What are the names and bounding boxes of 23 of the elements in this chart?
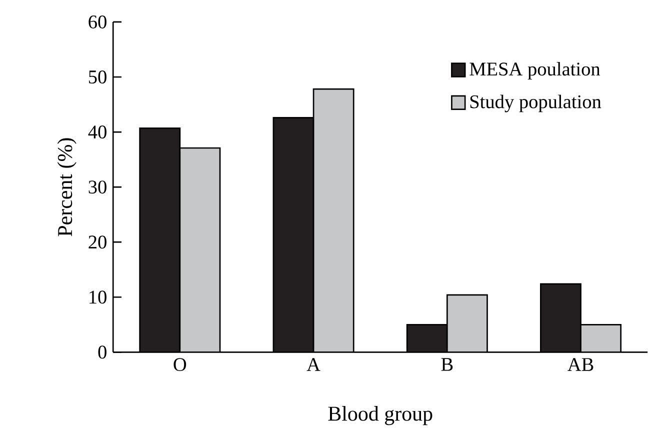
bar [407,324,448,352]
x-tick-label: B [441,358,453,371]
x-axis-title: Blood group [328,406,432,426]
y-tick-label: 0 [98,346,106,359]
bar [580,324,622,352]
bar [540,283,582,352]
bar [314,89,354,352]
x-tick-label: O [174,358,186,372]
y-tick-label: 30 [88,180,106,194]
x-tick-label: A [306,358,320,371]
x-tick-label: AB [568,358,594,371]
y-tick-label: 50 [89,70,106,84]
legend-label: MESA poulation [470,62,600,80]
y-tick-label: 20 [88,236,106,249]
bar [273,118,314,352]
y-tick-label: 10 [90,290,106,304]
bar [180,148,220,352]
y-axis-title: Percent (%) [57,138,76,236]
bar [447,294,488,352]
bar [140,128,180,352]
y-tick-label: 40 [88,126,106,139]
y-tick-label: 60 [88,15,106,28]
legend-label: Study population [470,94,602,112]
